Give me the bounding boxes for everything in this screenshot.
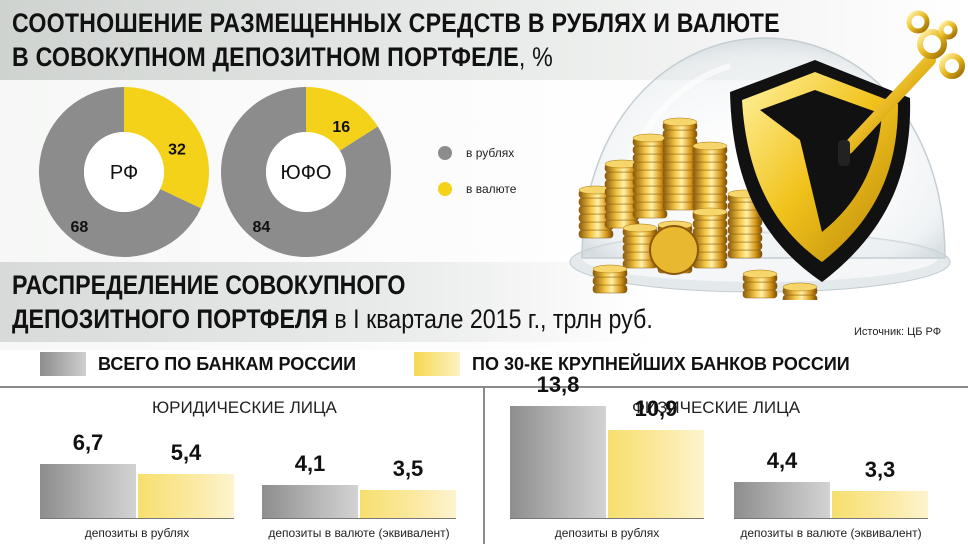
bar-panel-1-cat-1-series-2-value: 5,4: [170, 440, 202, 466]
bar-panel-1-cat-2-series-2-value: 3,5: [392, 455, 424, 481]
bar-panel-1-cat-1-baseline: [40, 518, 234, 519]
bar-panel-2-cat-1-label: депозиты в рублях: [554, 526, 660, 540]
bar-panel-1-cat-1-label: депозиты в рублях: [84, 526, 190, 540]
section-divider: [0, 386, 968, 388]
donut-1-center-label: РФ: [110, 162, 138, 184]
coins-shield-illustration: [569, 10, 965, 300]
donut-2-slice-fx: [306, 87, 378, 151]
legend-top30-swatch: [414, 352, 460, 376]
donut-1-value-rub: 68: [70, 219, 88, 236]
bar-panel-1-cat-2-series-1: [262, 484, 358, 518]
donut-section-title: СООТНОШЕНИЕ РАЗМЕЩЕННЫХ СРЕДСТВ В РУБЛЯХ…: [12, 6, 780, 74]
donut-1-slice-rub: [38, 87, 201, 257]
donut-2-value-rub: 84: [252, 219, 270, 236]
bar-panel-2-cat-1-series-1-value: 13,8: [536, 372, 580, 397]
bar-title-line-2-bold: ДЕПОЗИТНОГО ПОРТФЕЛЯ: [12, 304, 328, 334]
donut-charts: 68 32 РФ 84 16 ЮФО: [38, 87, 391, 257]
bar-panel-2-cat-2-baseline: [734, 518, 928, 519]
title-line-2-bold: В СОВОКУПНОМ ДЕПОЗИТНОМ ПОРТФЕЛЕ: [12, 42, 519, 72]
source-note: Источник: ЦБ РФ: [854, 326, 942, 338]
bar-panel-2-cat-1-baseline: [510, 518, 704, 519]
bar-panel-1-cat-1-series-1: [40, 463, 136, 518]
bar-title-line-2-normal: в I квартале 2015 г., трлн руб.: [327, 304, 653, 334]
legend-top30-label: ПО 30-КЕ КРУПНЕЙШИХ БАНКОВ РОССИИ: [472, 354, 850, 374]
panel-divider: [483, 388, 485, 544]
donut-1-slice-fx: [124, 87, 209, 209]
bar-panel-1-title: ЮРИДИЧЕСКИЕ ЛИЦА: [152, 398, 337, 417]
bar-panel-2-title: ФИЗИЧЕСКИЕ ЛИЦА: [632, 398, 801, 417]
donut-2-value-fx: 16: [332, 119, 350, 136]
bar-panel-1-cat-2-series-1-value: 4,1: [294, 450, 326, 476]
bar-panel-1-cat-2-series-2: [360, 489, 456, 518]
legend-fx-label: в валюте: [466, 182, 517, 196]
legend-all-banks-label: ВСЕГО ПО БАНКАМ РОССИИ: [98, 354, 357, 374]
bar-title-line-1: РАСПРЕДЕЛЕНИЕ СОВОКУПНОГО: [12, 270, 406, 300]
bar-panel-1-cat-1-series-1-value: 6,7: [72, 429, 104, 455]
title-line-2: В СОВОКУПНОМ ДЕПОЗИТНОМ ПОРТФЕЛЕ, %: [12, 40, 780, 74]
bar-panel-2-cat-1-series-2-value: 10,9: [634, 395, 678, 421]
donut-2-hole: [266, 132, 346, 212]
title-line-1: СООТНОШЕНИЕ РАЗМЕЩЕННЫХ СРЕДСТВ В РУБЛЯХ…: [12, 8, 780, 38]
bar-panel-2-cat-2-series-2-value: 3,3: [864, 457, 896, 483]
donut-2-slice-rub: [221, 87, 391, 257]
legend-all-banks-swatch: [40, 352, 86, 376]
bar-title-background: [0, 262, 640, 342]
legend-rub-dot: [438, 146, 452, 160]
bar-panel-1-cat-2-baseline: [262, 518, 456, 519]
bar-panel-2-cat-2-series-1-value: 4,4: [766, 448, 798, 474]
legend-rub-label: в рублях: [466, 146, 515, 160]
bar-section-title: РАСПРЕДЕЛЕНИЕ СОВОКУПНОГО ДЕПОЗИТНОГО ПО…: [12, 268, 653, 336]
bar-title-line-2: ДЕПОЗИТНОГО ПОРТФЕЛЯ в I квартале 2015 г…: [12, 302, 653, 336]
donut-1-hole: [84, 132, 164, 212]
bar-panel-2-cat-2-series-1: [734, 482, 830, 518]
donut-2-center-label: ЮФО: [281, 162, 332, 184]
bar-panel-1-cat-1-series-2: [138, 474, 234, 518]
bar-panel-1-cat-2-label: депозиты в валюте (эквивалент): [268, 526, 450, 540]
donut-1-value-fx: 32: [168, 142, 186, 159]
bar-panel-2-cat-1-series-1: [510, 406, 606, 518]
bar-panel-2-cat-2-label: депозиты в валюте (эквивалент): [740, 526, 922, 540]
legend-fx-dot: [438, 182, 452, 196]
title-line-2-unit: , %: [518, 42, 553, 72]
bar-panel-2-cat-2-series-2: [832, 491, 928, 518]
bar-panel-2-cat-1-series-2: [608, 429, 704, 518]
